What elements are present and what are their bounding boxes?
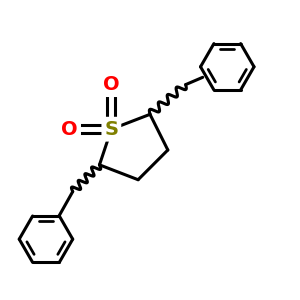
Text: O: O (61, 120, 78, 139)
Text: O: O (103, 75, 120, 94)
Text: S: S (104, 120, 118, 139)
